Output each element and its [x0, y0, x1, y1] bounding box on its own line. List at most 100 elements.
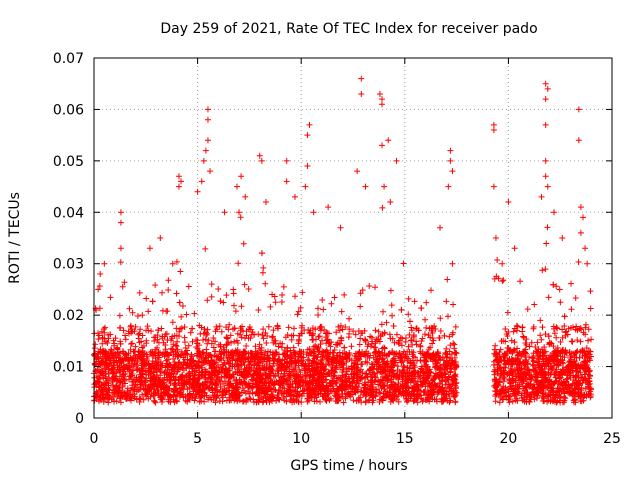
data-point	[185, 342, 192, 349]
data-point	[376, 91, 383, 97]
data-point	[154, 354, 161, 361]
data-point	[208, 340, 215, 347]
data-point	[505, 388, 512, 395]
data-point	[238, 303, 245, 310]
data-point	[566, 388, 573, 395]
data-point	[365, 379, 372, 386]
data-point	[212, 399, 219, 406]
data-point	[496, 353, 503, 360]
data-point	[271, 357, 278, 364]
data-point	[362, 336, 369, 343]
data-point	[154, 368, 161, 375]
data-point	[163, 389, 170, 396]
data-point	[442, 381, 449, 388]
data-point	[173, 290, 180, 297]
data-point	[134, 313, 141, 320]
data-point	[390, 355, 397, 362]
data-point	[322, 366, 329, 373]
data-point	[104, 380, 111, 387]
data-point	[542, 80, 549, 87]
data-point	[272, 340, 279, 347]
data-point	[375, 328, 382, 335]
data-point	[577, 364, 584, 371]
data-point	[285, 364, 292, 371]
data-point	[252, 343, 259, 350]
data-point	[189, 365, 196, 372]
data-point	[201, 326, 208, 333]
data-point	[195, 386, 202, 393]
data-point	[255, 398, 262, 405]
data-point	[422, 397, 429, 404]
data-point	[220, 361, 227, 368]
data-point	[280, 283, 287, 290]
data-point	[236, 209, 243, 216]
data-point	[493, 391, 500, 398]
data-point	[113, 369, 120, 376]
data-point	[202, 336, 209, 343]
data-point	[519, 324, 526, 331]
data-point	[142, 382, 149, 389]
data-point	[356, 356, 363, 363]
data-point	[142, 377, 149, 384]
data-point	[243, 365, 250, 372]
data-point	[293, 392, 300, 399]
data-point	[447, 369, 454, 376]
data-point	[173, 325, 180, 332]
data-point	[349, 375, 356, 382]
data-point	[183, 311, 190, 318]
data-point	[435, 373, 442, 380]
data-point	[212, 338, 219, 345]
data-point	[255, 365, 262, 372]
data-point	[413, 338, 420, 345]
data-point	[373, 336, 380, 343]
data-point	[316, 333, 323, 340]
data-point	[447, 397, 454, 404]
data-point	[173, 392, 180, 399]
data-point	[209, 376, 216, 383]
data-point	[545, 369, 552, 376]
data-point	[170, 341, 177, 348]
data-point	[159, 289, 166, 296]
data-point	[576, 326, 583, 333]
data-point	[449, 168, 456, 175]
data-point	[400, 348, 407, 355]
data-point	[242, 381, 249, 388]
data-point	[369, 384, 376, 391]
data-point	[329, 377, 336, 384]
data-point	[517, 351, 524, 358]
data-point	[137, 381, 144, 388]
data-point	[297, 353, 304, 360]
data-point	[398, 391, 405, 398]
data-point	[229, 392, 236, 399]
data-point	[257, 372, 264, 379]
data-point	[393, 157, 400, 164]
data-point	[539, 267, 546, 274]
data-point	[575, 258, 582, 265]
data-point	[571, 354, 578, 361]
data-point	[293, 359, 300, 366]
data-point	[262, 375, 269, 382]
data-point	[381, 183, 388, 190]
data-point	[396, 368, 403, 375]
data-point	[291, 193, 298, 200]
data-point	[398, 306, 405, 313]
data-point	[303, 351, 310, 358]
data-point	[202, 147, 209, 154]
data-point	[131, 376, 138, 383]
data-point	[402, 338, 409, 345]
data-point	[232, 385, 239, 392]
data-point	[362, 381, 369, 388]
data-point	[243, 342, 250, 349]
data-point	[249, 355, 256, 362]
data-point	[291, 325, 298, 332]
data-point	[494, 387, 501, 394]
data-point	[147, 378, 154, 385]
data-point	[318, 378, 325, 385]
data-point	[426, 381, 433, 388]
x-tick-label: 5	[193, 431, 202, 447]
data-point	[582, 324, 589, 331]
data-point	[106, 360, 113, 367]
data-point	[265, 379, 272, 386]
data-point	[545, 354, 552, 361]
data-point	[96, 384, 103, 391]
